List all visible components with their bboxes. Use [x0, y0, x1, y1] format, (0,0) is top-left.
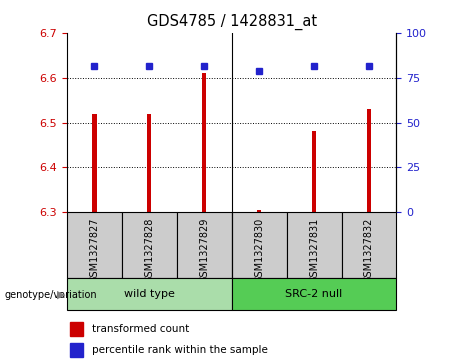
Text: GSM1327832: GSM1327832 — [364, 217, 374, 283]
Bar — [231, 278, 396, 310]
Bar — [231, 212, 287, 278]
Text: wild type: wild type — [124, 289, 175, 299]
Bar — [92, 114, 96, 212]
Bar — [342, 212, 396, 278]
Text: GSM1327827: GSM1327827 — [89, 217, 99, 283]
Bar — [122, 212, 177, 278]
Bar — [67, 212, 122, 278]
Text: ▶: ▶ — [57, 290, 65, 300]
Bar — [257, 210, 261, 212]
Bar — [70, 322, 83, 337]
Text: GSM1327829: GSM1327829 — [199, 217, 209, 283]
Text: GSM1327828: GSM1327828 — [144, 217, 154, 283]
Bar — [70, 343, 83, 357]
Bar — [202, 73, 207, 212]
Bar — [177, 212, 231, 278]
Bar — [287, 212, 342, 278]
Text: genotype/variation: genotype/variation — [5, 290, 97, 300]
Text: transformed count: transformed count — [92, 324, 189, 334]
Text: percentile rank within the sample: percentile rank within the sample — [92, 345, 267, 355]
Bar — [147, 114, 152, 212]
Title: GDS4785 / 1428831_at: GDS4785 / 1428831_at — [147, 14, 317, 30]
Bar — [67, 278, 231, 310]
Text: GSM1327830: GSM1327830 — [254, 217, 264, 283]
Text: SRC-2 null: SRC-2 null — [285, 289, 343, 299]
Text: GSM1327831: GSM1327831 — [309, 217, 319, 283]
Bar — [367, 109, 371, 212]
Bar — [312, 131, 316, 212]
